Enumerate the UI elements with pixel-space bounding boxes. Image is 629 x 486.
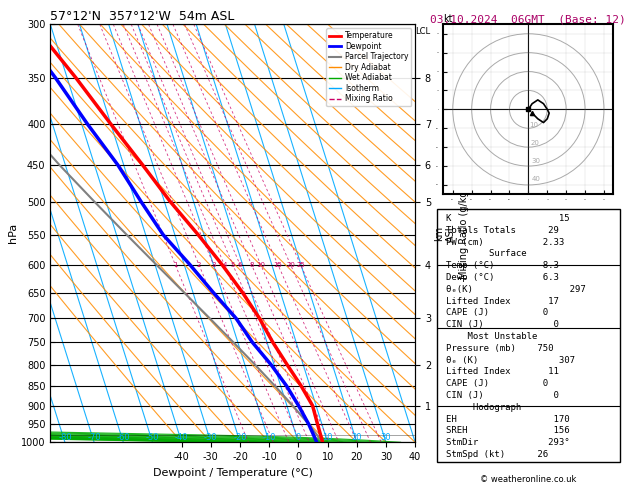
Text: -40: -40 [175, 433, 189, 442]
Text: -10: -10 [262, 433, 276, 442]
Text: -60: -60 [116, 433, 130, 442]
Text: 03.10.2024  06GMT  (Base: 12): 03.10.2024 06GMT (Base: 12) [430, 15, 626, 25]
Text: 6: 6 [238, 262, 242, 268]
Text: 10: 10 [322, 433, 333, 442]
Text: Mixing Ratio (g/kg): Mixing Ratio (g/kg) [459, 187, 469, 279]
Text: -30: -30 [204, 433, 218, 442]
Text: 10: 10 [257, 262, 265, 268]
Y-axis label: km
ASL: km ASL [434, 224, 455, 243]
Text: 10: 10 [530, 122, 538, 128]
X-axis label: Dewpoint / Temperature (°C): Dewpoint / Temperature (°C) [153, 468, 313, 478]
Text: 0: 0 [296, 433, 301, 442]
Legend: Temperature, Dewpoint, Parcel Trajectory, Dry Adiabat, Wet Adiabat, Isotherm, Mi: Temperature, Dewpoint, Parcel Trajectory… [326, 28, 411, 106]
Text: 5: 5 [231, 262, 235, 268]
Text: -70: -70 [87, 433, 101, 442]
Y-axis label: hPa: hPa [8, 223, 18, 243]
Text: K                    15
Totals Totals      29
PW (cm)           2.33
        Sur: K 15 Totals Totals 29 PW (cm) 2.33 Sur [447, 214, 586, 459]
Text: 30: 30 [532, 158, 540, 164]
Text: -50: -50 [146, 433, 159, 442]
Text: -80: -80 [58, 433, 72, 442]
Text: 8: 8 [250, 262, 254, 268]
Text: LCL: LCL [415, 27, 430, 36]
Text: 25: 25 [296, 262, 305, 268]
Text: 20: 20 [352, 433, 362, 442]
Text: -20: -20 [233, 433, 247, 442]
Text: 57°12'N  357°12'W  54m ASL: 57°12'N 357°12'W 54m ASL [50, 10, 235, 23]
Text: 15: 15 [274, 262, 282, 268]
Text: 40: 40 [532, 176, 541, 182]
Text: 3: 3 [211, 262, 216, 268]
Text: 30: 30 [381, 433, 391, 442]
Text: 20: 20 [286, 262, 295, 268]
Text: kt: kt [443, 14, 453, 23]
Text: 1: 1 [173, 262, 177, 268]
Text: 20: 20 [530, 140, 539, 146]
Text: 4: 4 [222, 262, 226, 268]
Text: 2: 2 [197, 262, 201, 268]
Text: © weatheronline.co.uk: © weatheronline.co.uk [480, 474, 577, 484]
